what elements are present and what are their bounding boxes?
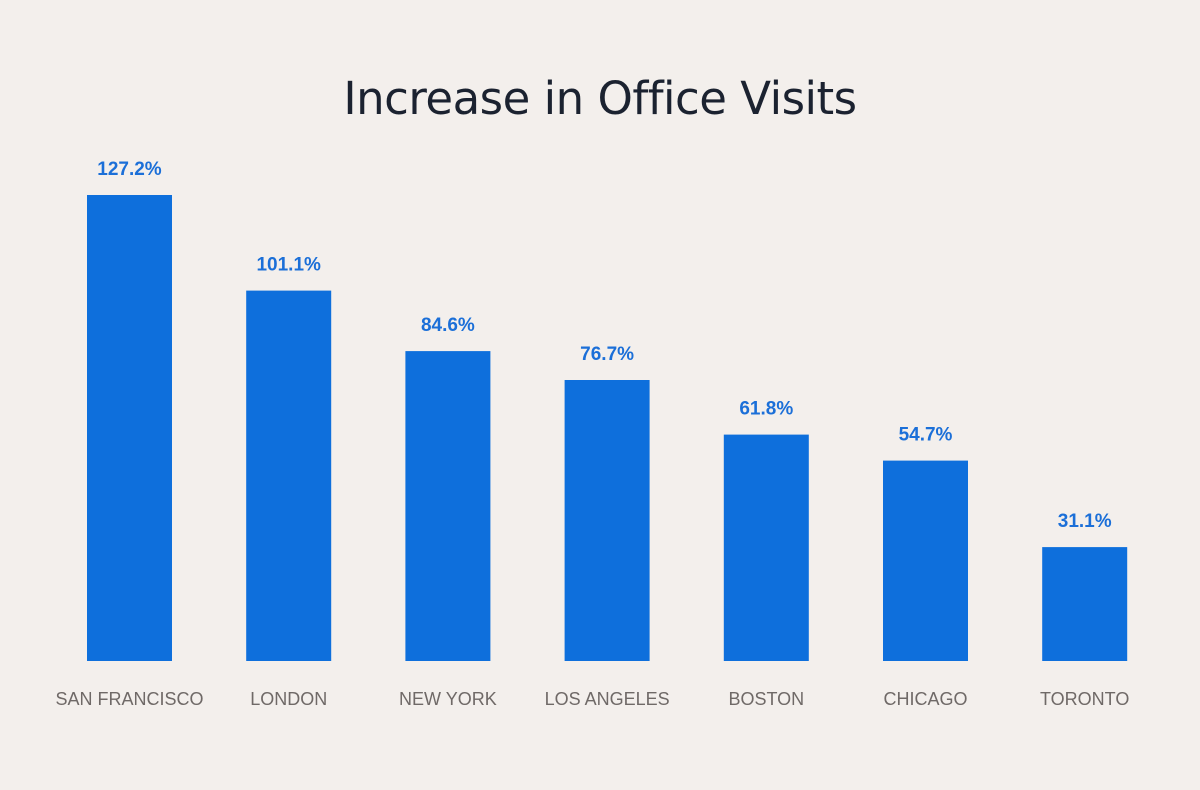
bar-toronto	[1042, 547, 1128, 661]
value-label: 76.7%	[580, 344, 634, 365]
category-label: TORONTO	[1040, 689, 1129, 709]
category-label: LOS ANGELES	[545, 689, 670, 709]
value-label: 61.8%	[739, 399, 793, 420]
bar-chicago	[883, 460, 968, 661]
value-label: 127.2%	[97, 159, 162, 180]
category-labels-group: SAN FRANCISCO LONDON NEW YORK LOS ANGELES BO…	[55, 689, 1129, 709]
value-label: 54.7%	[899, 425, 953, 446]
bars-group	[87, 195, 1128, 661]
value-label: 31.1%	[1058, 511, 1112, 532]
value-labels-group: 127.2% 101.1% 84.6% 76.7% 61.8% 54.7% 31.1%	[97, 159, 1111, 532]
value-label: 84.6%	[421, 315, 475, 336]
value-label: 101.1%	[256, 255, 321, 276]
bar-london	[246, 290, 332, 661]
bar-san-francisco	[87, 195, 172, 661]
category-label: CHICAGO	[883, 689, 967, 709]
bar-boston	[723, 434, 809, 661]
category-label: LONDON	[250, 689, 327, 709]
bar-new-york	[405, 351, 491, 661]
bar-los-angeles	[564, 380, 650, 661]
category-label: NEW YORK	[399, 689, 497, 709]
category-label: BOSTON	[728, 689, 804, 709]
chart-title: Increase in Office Visits	[343, 72, 857, 125]
category-label: SAN FRANCISCO	[55, 689, 203, 709]
